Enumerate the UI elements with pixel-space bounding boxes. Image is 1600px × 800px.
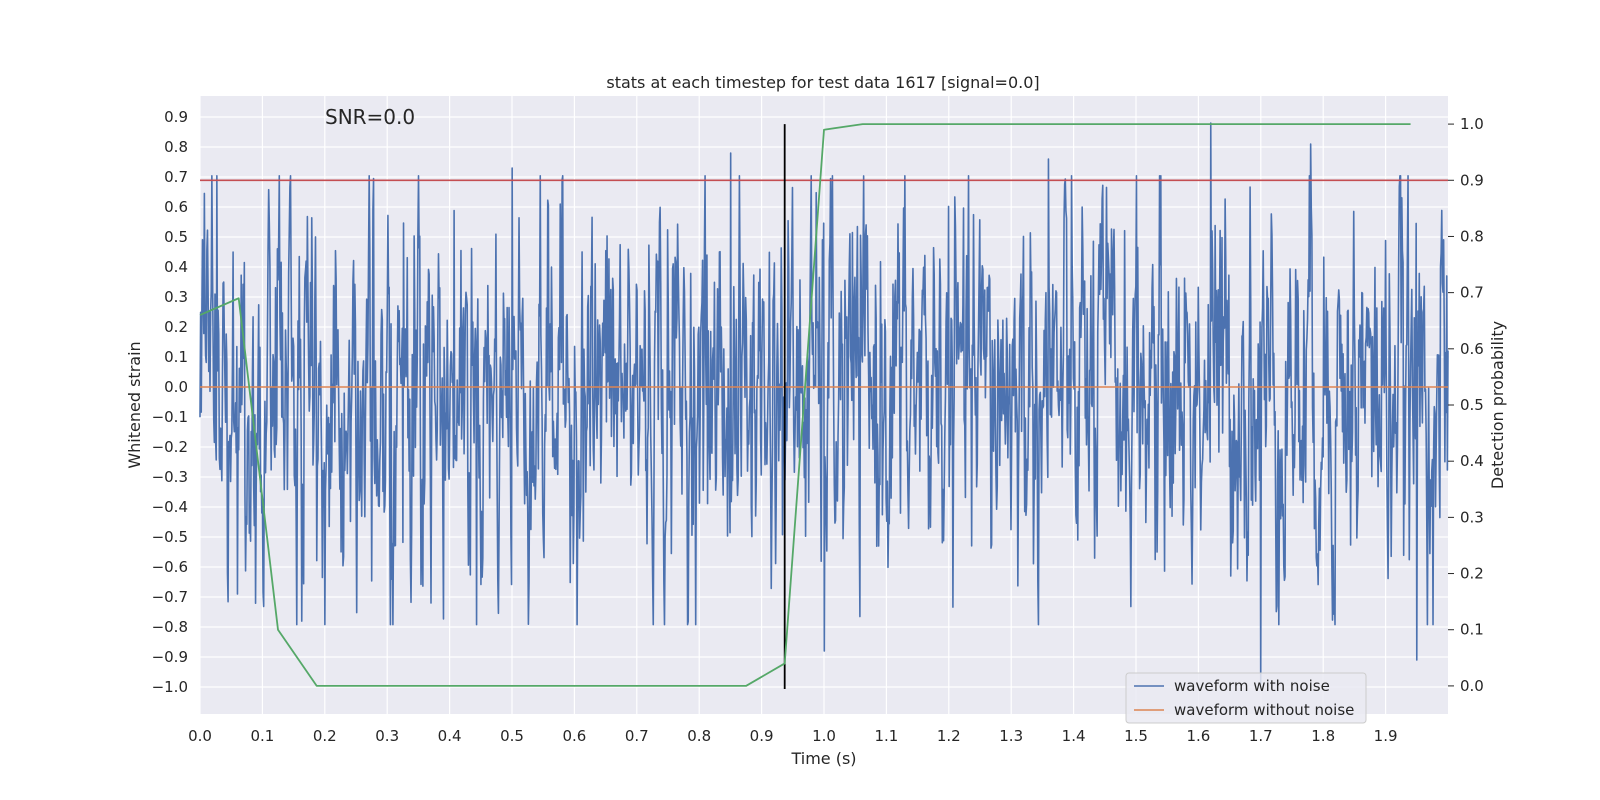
x-tick-label: 0.4 xyxy=(438,727,462,745)
y2-tick-label: 0.2 xyxy=(1460,565,1484,583)
legend-label-clean: waveform without noise xyxy=(1174,701,1354,719)
y-tick-label: 0.2 xyxy=(164,318,188,336)
y-tick-label: 0.0 xyxy=(164,378,188,396)
x-tick-label: 1.7 xyxy=(1249,727,1273,745)
y2-tick-label: 0.6 xyxy=(1460,340,1484,358)
y-tick-label: −0.5 xyxy=(152,528,188,546)
y-tick-label: 0.9 xyxy=(164,108,188,126)
x-tick-label: 0.3 xyxy=(375,727,399,745)
y-axis-title: Whitened strain xyxy=(125,341,144,468)
y2-tick-label: 0.7 xyxy=(1460,284,1484,302)
x-tick-label: 0.1 xyxy=(250,727,274,745)
y2-tick-label: 0.9 xyxy=(1460,171,1484,189)
y-tick-label: 0.5 xyxy=(164,228,188,246)
x-tick-label: 0.7 xyxy=(625,727,649,745)
y-tick-label: −1.0 xyxy=(152,678,188,696)
chart-title: stats at each timestep for test data 161… xyxy=(606,73,1039,92)
y-tick-label: 0.6 xyxy=(164,198,188,216)
y-tick-label: 0.7 xyxy=(164,168,188,186)
x-tick-label: 0.8 xyxy=(687,727,711,745)
series-detection-probability xyxy=(199,123,1411,687)
y2-tick-label: 0.0 xyxy=(1460,677,1484,695)
x-tick-label: 1.5 xyxy=(1124,727,1148,745)
y-tick-label: −0.8 xyxy=(152,618,188,636)
y-tick-label: −0.4 xyxy=(152,498,188,516)
y-tick-label: 0.8 xyxy=(164,138,188,156)
y-tick-label: −0.3 xyxy=(152,468,188,486)
y-tick-label: −0.6 xyxy=(152,558,188,576)
x-axis-title: Time (s) xyxy=(790,749,856,768)
legend: waveform with noise waveform without noi… xyxy=(1125,672,1367,724)
x-tick-label: 1.0 xyxy=(812,727,836,745)
x-tick-label: 1.2 xyxy=(937,727,961,745)
y2-tick-label: 0.5 xyxy=(1460,396,1484,414)
series-layer xyxy=(199,122,1449,689)
y-tick-label: −0.1 xyxy=(152,408,188,426)
snr-annotation: SNR=0.0 xyxy=(325,105,415,129)
x-tick-label: 0.2 xyxy=(313,727,337,745)
y2-tick-label: 0.4 xyxy=(1460,452,1484,470)
y2-tick-label: 0.3 xyxy=(1460,508,1484,526)
x-tick-label: 1.8 xyxy=(1311,727,1335,745)
legend-label-noise: waveform with noise xyxy=(1174,677,1330,695)
series-waveform-with-noise xyxy=(199,122,1449,685)
y2-tick-label: 0.8 xyxy=(1460,227,1484,245)
y-tick-label: −0.7 xyxy=(152,588,188,606)
x-tick-label: 0.5 xyxy=(500,727,524,745)
y-tick-label: 0.1 xyxy=(164,348,188,366)
y2-axis-title: Detection probability xyxy=(1488,321,1507,489)
x-tick-label: 0.6 xyxy=(562,727,586,745)
y2-tick-label: 0.1 xyxy=(1460,621,1484,639)
x-tick-label: 0.9 xyxy=(750,727,774,745)
y2-tick-label: 1.0 xyxy=(1460,115,1484,133)
legend-box xyxy=(1125,672,1367,724)
y-tick-label: −0.2 xyxy=(152,438,188,456)
y-tick-label: 0.3 xyxy=(164,288,188,306)
y-tick-label: 0.4 xyxy=(164,258,188,276)
x-tick-label: 1.6 xyxy=(1186,727,1210,745)
y-tick-label: −0.9 xyxy=(152,648,188,666)
x-tick-label: 0.0 xyxy=(188,727,212,745)
x-tick-label: 1.4 xyxy=(1062,727,1086,745)
x-tick-label: 1.9 xyxy=(1374,727,1398,745)
tick-labels: 0.0 0.1 0.2 0.3 0.4 0.5 0.6 0.7 0.8 0.9 1.0 1.1 1.2 1… xyxy=(152,108,1484,745)
x-tick-label: 1.3 xyxy=(999,727,1023,745)
x-tick-label: 1.1 xyxy=(874,727,898,745)
